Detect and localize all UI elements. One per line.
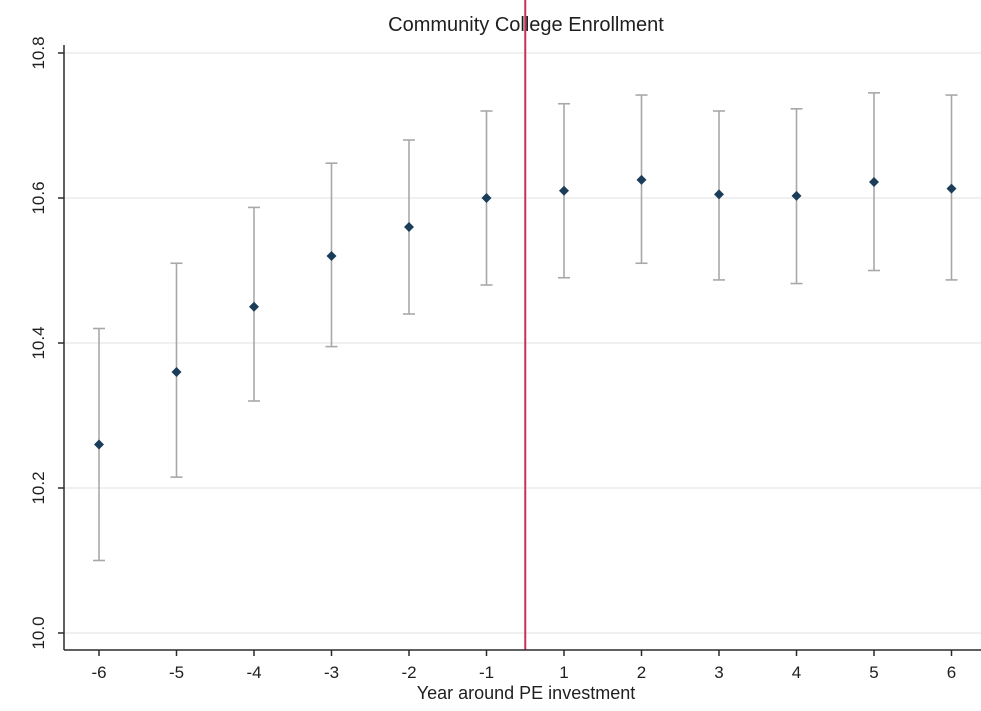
axes: 10.0 10.2 10.4 10.6 10.8 -6 -5 -4 -3 -2 -1 1 2 3 4 5 6 [29,36,981,682]
x-tick-label: 1 [559,663,568,682]
y-tick-label: 10.2 [29,471,48,504]
y-tick-label: 10.8 [29,36,48,69]
gridlines [64,52,981,634]
x-tick-label: -3 [324,663,339,682]
data-point [481,193,492,203]
data-point [946,183,957,194]
data-point [559,185,569,196]
y-tick-label: 10.6 [29,181,48,214]
data-point [636,174,647,185]
y-tick-label: 10.4 [29,326,48,359]
x-tick-label: 3 [714,663,723,682]
x-tick-label: -1 [479,663,494,682]
data-point [869,177,879,188]
x-tick-label: 6 [947,663,956,682]
x-tick-label: -4 [246,663,261,682]
data-point [94,439,104,450]
data-point [714,189,724,200]
x-tick-label: 5 [869,663,878,682]
data-point [404,222,414,232]
x-tick-label: 2 [637,663,646,682]
data-point [791,190,802,201]
data-point [249,301,259,312]
x-tick-label: -2 [401,663,416,682]
data-points [94,174,957,450]
x-tick-label: -5 [169,663,184,682]
x-tick-label: 4 [792,663,801,682]
y-tick-label: 10.0 [29,616,48,649]
data-point [171,367,182,377]
data-point [326,251,337,261]
x-axis-title: Year around PE investment [417,683,635,703]
x-tick-label: -6 [91,663,106,682]
